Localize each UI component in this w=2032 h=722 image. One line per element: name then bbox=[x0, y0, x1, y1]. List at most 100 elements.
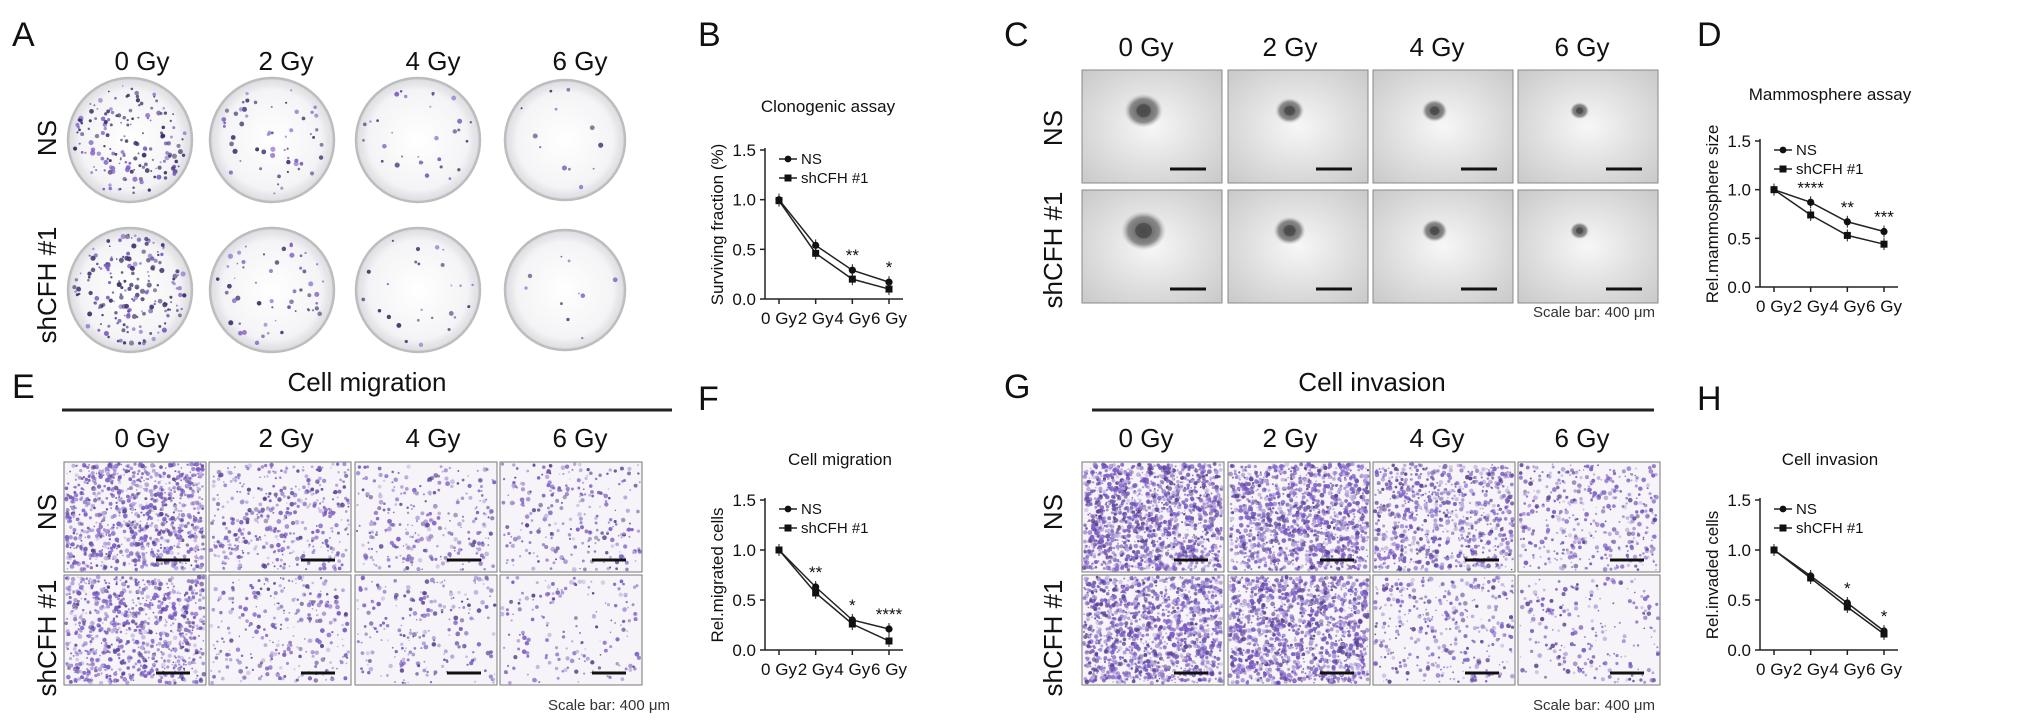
mammosphere-image bbox=[1518, 190, 1658, 303]
panel-c-row-label-ns: NS bbox=[1038, 110, 1068, 146]
legend-marker bbox=[1780, 506, 1787, 513]
transwell-image bbox=[209, 462, 351, 572]
legend-entry: NS bbox=[1796, 142, 1817, 159]
transwell-image bbox=[355, 462, 497, 572]
data-point bbox=[849, 267, 856, 274]
panel-c-dose-4: 4 Gy bbox=[1410, 32, 1465, 62]
chart-title: Mammosphere assay bbox=[1749, 85, 1912, 104]
legend-entry: shCFH #1 bbox=[1796, 161, 1864, 178]
series-line bbox=[1774, 190, 1884, 245]
x-tick-label: 6 Gy bbox=[871, 309, 907, 328]
panel-g-row-label-ns: NS bbox=[1038, 494, 1068, 530]
panel-c-dose-0: 0 Gy bbox=[1119, 32, 1174, 62]
data-point bbox=[812, 250, 819, 257]
transwell-image bbox=[1518, 575, 1660, 685]
legend-entry: NS bbox=[1796, 501, 1817, 518]
transwell-image bbox=[1228, 462, 1370, 572]
data-point bbox=[886, 638, 893, 645]
panel-c-scale-bar-text: Scale bar: 400 μm bbox=[1533, 304, 1655, 321]
panel-e-images bbox=[64, 462, 642, 685]
data-point bbox=[849, 276, 856, 283]
data-point bbox=[1844, 218, 1851, 225]
chart-title: Cell invasion bbox=[1782, 450, 1878, 469]
data-point bbox=[1771, 186, 1778, 193]
panel-letter-g: G bbox=[1004, 368, 1030, 406]
data-point bbox=[1844, 232, 1851, 239]
y-tick-label: 0.0 bbox=[1727, 278, 1751, 297]
legend-entry: shCFH #1 bbox=[801, 170, 869, 187]
data-point bbox=[1807, 211, 1814, 218]
x-tick-label: 2 Gy bbox=[798, 309, 834, 328]
y-tick-label: 1.0 bbox=[1727, 541, 1751, 560]
panel-letter-c: C bbox=[1004, 16, 1029, 54]
y-tick-label: 0.5 bbox=[1727, 591, 1751, 610]
panel-g-dose-4: 4 Gy bbox=[1410, 423, 1465, 453]
panel-e-dose-headers: 0 Gy 2 Gy 4 Gy 6 Gy bbox=[115, 423, 608, 453]
panel-e-section-title: Cell migration bbox=[288, 367, 447, 397]
legend-marker bbox=[785, 506, 792, 513]
data-point bbox=[1771, 547, 1778, 554]
data-point bbox=[1807, 575, 1814, 582]
x-tick-label: 0 Gy bbox=[1756, 660, 1792, 679]
panel-e-row-label-ns: NS bbox=[32, 494, 62, 530]
mammosphere-image bbox=[1228, 70, 1368, 183]
significance-marker: * bbox=[1881, 607, 1888, 626]
transwell-image bbox=[1373, 462, 1515, 572]
data-point bbox=[812, 590, 819, 597]
panel-c-dose-2: 2 Gy bbox=[1263, 32, 1318, 62]
x-tick-label: 0 Gy bbox=[1756, 297, 1792, 316]
y-axis-label: Surviving fraction (%) bbox=[708, 144, 727, 306]
panel-e-dose-2: 2 Gy bbox=[259, 423, 314, 453]
transwell-image bbox=[209, 575, 351, 685]
panel-letter-e: E bbox=[12, 368, 35, 406]
transwell-image bbox=[1518, 462, 1660, 572]
y-axis-label: Rel.migrated cells bbox=[708, 507, 727, 642]
mammosphere-image bbox=[1228, 190, 1368, 303]
chart-title: Clonogenic assay bbox=[761, 97, 896, 116]
significance-marker: **** bbox=[1797, 178, 1824, 197]
data-point bbox=[776, 547, 783, 554]
panel-letter-b: B bbox=[698, 16, 721, 54]
y-tick-label: 1.5 bbox=[732, 141, 756, 160]
panel-e-row-label-shcfh: shCFH #1 bbox=[32, 579, 62, 696]
x-tick-label: 2 Gy bbox=[1793, 297, 1829, 316]
data-point bbox=[776, 197, 783, 204]
transwell-image bbox=[1228, 575, 1370, 685]
legend-entry: shCFH #1 bbox=[801, 520, 869, 537]
panel-a-dose-headers: 0 Gy 2 Gy 4 Gy 6 Gy bbox=[115, 46, 608, 76]
mammosphere-image bbox=[1082, 190, 1222, 303]
y-axis-label: Rel.invaded cells bbox=[1703, 511, 1722, 640]
legend-marker bbox=[785, 525, 792, 532]
panel-a-dose-2: 2 Gy bbox=[259, 46, 314, 76]
y-tick-label: 0.5 bbox=[1727, 229, 1751, 248]
x-tick-label: 6 Gy bbox=[1866, 297, 1902, 316]
data-point bbox=[1881, 241, 1888, 248]
transwell-image bbox=[64, 462, 206, 572]
data-point bbox=[1880, 228, 1887, 235]
panel-g-section-title: Cell invasion bbox=[1298, 367, 1445, 397]
panel-c-row-label-shcfh: shCFH #1 bbox=[1038, 191, 1068, 308]
data-point bbox=[886, 286, 893, 293]
transwell-image bbox=[500, 575, 642, 685]
significance-marker: **** bbox=[876, 605, 903, 624]
panel-a-dishes bbox=[68, 78, 625, 352]
legend-marker bbox=[1780, 166, 1787, 173]
mammosphere-image bbox=[1373, 190, 1513, 303]
panel-g-dose-headers: 0 Gy 2 Gy 4 Gy 6 Gy bbox=[1119, 423, 1610, 453]
y-tick-label: 1.0 bbox=[1727, 181, 1751, 200]
legend-marker bbox=[1780, 525, 1787, 532]
mammosphere-image bbox=[1518, 70, 1658, 183]
panel-c-dose-headers: 0 Gy 2 Gy 4 Gy 6 Gy bbox=[1119, 32, 1610, 62]
culture-dish bbox=[356, 228, 480, 352]
x-tick-label: 6 Gy bbox=[1866, 660, 1902, 679]
significance-marker: *** bbox=[1874, 208, 1894, 227]
mammosphere-image bbox=[1082, 70, 1222, 183]
significance-marker: * bbox=[886, 258, 893, 277]
y-tick-label: 1.5 bbox=[1727, 132, 1751, 151]
panel-g-scale-bar-text: Scale bar: 400 μm bbox=[1533, 697, 1655, 714]
y-tick-label: 0.0 bbox=[732, 290, 756, 309]
significance-marker: * bbox=[849, 596, 856, 615]
